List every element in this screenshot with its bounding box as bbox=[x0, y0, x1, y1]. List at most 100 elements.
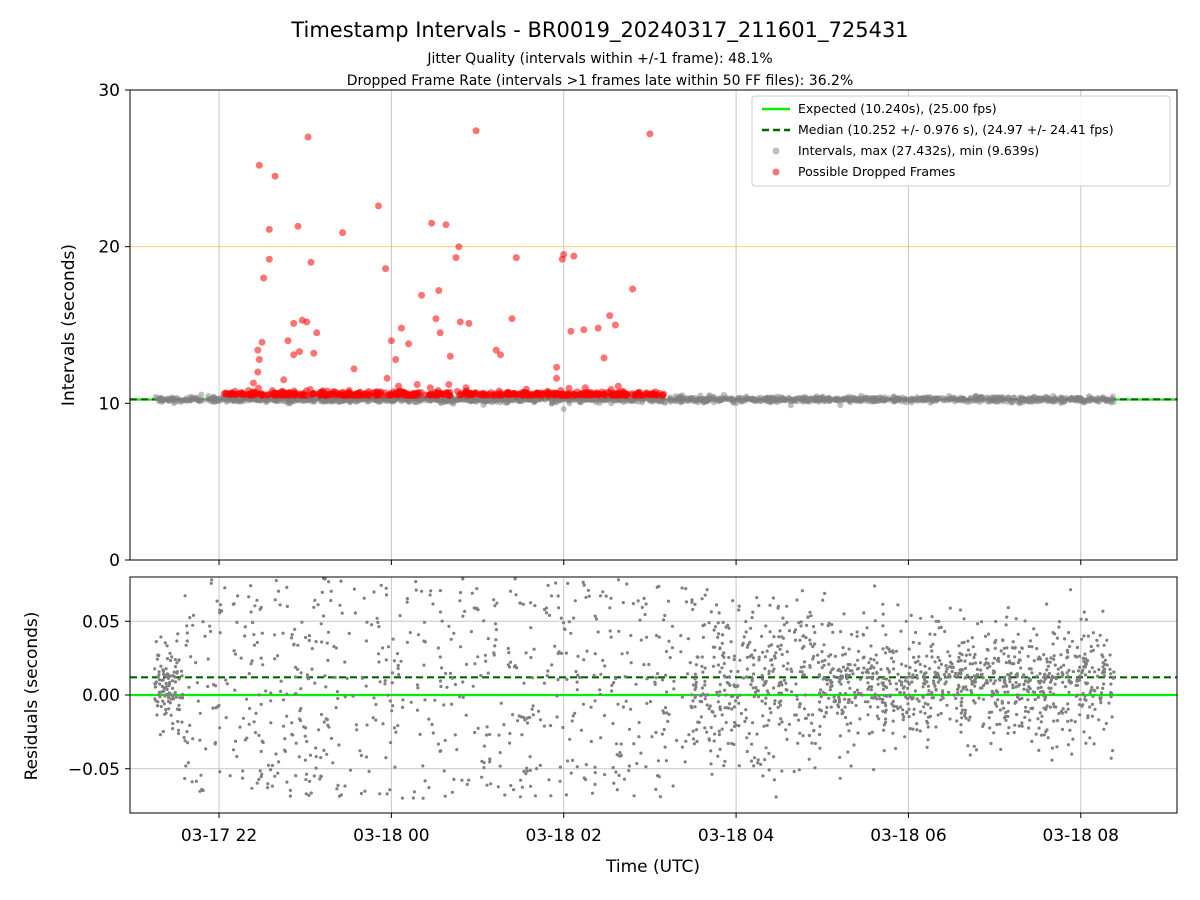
residual-point bbox=[232, 649, 236, 653]
residual-point bbox=[712, 628, 716, 632]
residual-point bbox=[438, 749, 442, 753]
residual-point bbox=[1111, 749, 1115, 753]
residual-point bbox=[667, 712, 671, 717]
residual-point bbox=[442, 703, 446, 707]
residual-point bbox=[723, 706, 727, 710]
residual-point bbox=[542, 681, 547, 685]
residual-point bbox=[656, 759, 661, 763]
residual-point bbox=[882, 728, 886, 732]
interval-point bbox=[735, 394, 742, 401]
residual-point bbox=[795, 697, 799, 701]
residual-point bbox=[1061, 672, 1065, 677]
residual-point bbox=[450, 676, 454, 680]
residual-point bbox=[700, 686, 705, 690]
dropped-frame-point bbox=[250, 379, 257, 387]
residual-point bbox=[372, 696, 376, 700]
residual-point bbox=[996, 698, 1000, 702]
residual-point bbox=[1052, 692, 1056, 696]
residual-point bbox=[614, 770, 618, 774]
residual-point bbox=[945, 667, 949, 671]
residual-point bbox=[1027, 726, 1031, 730]
residual-point bbox=[767, 669, 771, 673]
residual-point bbox=[849, 721, 853, 725]
interval-point bbox=[1072, 396, 1079, 403]
residual-point bbox=[944, 664, 948, 668]
residual-point bbox=[970, 682, 974, 686]
residual-point bbox=[283, 748, 287, 752]
residual-point bbox=[767, 718, 771, 723]
residual-point bbox=[525, 716, 529, 720]
dropped-frame-point bbox=[497, 351, 504, 359]
residual-point bbox=[285, 585, 289, 590]
residual-point bbox=[782, 678, 787, 682]
dropped-frame-point bbox=[575, 391, 583, 399]
residual-point bbox=[517, 714, 521, 718]
residual-point bbox=[687, 733, 691, 737]
residual-point bbox=[1061, 680, 1065, 685]
residual-point bbox=[559, 651, 564, 656]
residual-point bbox=[273, 657, 277, 661]
residual-point bbox=[785, 667, 789, 671]
dropped-frame-point bbox=[264, 391, 272, 399]
residual-point bbox=[959, 730, 963, 734]
residual-point bbox=[538, 763, 542, 768]
residual-point bbox=[902, 715, 906, 719]
residual-point bbox=[252, 633, 256, 637]
residual-point bbox=[239, 656, 243, 660]
residual-point bbox=[846, 666, 850, 670]
residual-point bbox=[700, 693, 704, 697]
residual-point bbox=[171, 674, 175, 678]
residual-point bbox=[565, 677, 569, 682]
residual-point bbox=[232, 602, 236, 606]
residual-point bbox=[777, 681, 782, 686]
residual-point bbox=[483, 653, 487, 657]
residual-point bbox=[780, 720, 784, 724]
chart-title: Timestamp Intervals - BR0019_20240317_21… bbox=[290, 18, 908, 43]
residual-point bbox=[177, 708, 182, 712]
residual-point bbox=[915, 697, 919, 701]
interval-point bbox=[480, 401, 487, 408]
residual-point bbox=[625, 582, 629, 586]
residual-point bbox=[343, 784, 347, 788]
residual-point bbox=[261, 740, 265, 745]
residual-point bbox=[968, 662, 972, 666]
interval-point bbox=[1005, 394, 1012, 401]
residual-point bbox=[1075, 645, 1079, 650]
residual-point bbox=[1101, 686, 1105, 691]
residual-point bbox=[601, 658, 605, 663]
residual-point bbox=[294, 774, 298, 778]
residual-point bbox=[986, 648, 990, 652]
residual-point bbox=[1093, 707, 1097, 712]
residual-point bbox=[496, 785, 500, 789]
residual-point bbox=[170, 655, 174, 659]
residual-point bbox=[884, 677, 889, 681]
residual-point bbox=[281, 631, 285, 635]
residual-point bbox=[1055, 745, 1059, 749]
residual-point bbox=[598, 688, 602, 692]
residual-point bbox=[209, 629, 213, 634]
residual-point bbox=[160, 678, 164, 682]
residual-point bbox=[798, 638, 802, 642]
dropped-frame-point bbox=[366, 391, 373, 399]
residual-point bbox=[794, 682, 798, 686]
residual-point bbox=[957, 683, 961, 688]
residual-point bbox=[937, 666, 941, 670]
intervals-y-tick-label: 0 bbox=[109, 551, 120, 571]
residual-point bbox=[438, 679, 443, 683]
residual-point bbox=[1065, 656, 1069, 660]
residual-point bbox=[979, 668, 983, 672]
residual-point bbox=[293, 627, 297, 632]
residual-point bbox=[274, 578, 278, 583]
residual-point bbox=[365, 620, 369, 624]
residual-point bbox=[684, 600, 689, 604]
residual-point bbox=[781, 616, 785, 620]
residual-point bbox=[792, 769, 796, 774]
residual-point bbox=[996, 656, 1001, 661]
interval-point bbox=[821, 398, 828, 405]
interval-point bbox=[927, 394, 934, 401]
residual-point bbox=[654, 730, 658, 735]
residual-point bbox=[400, 796, 404, 800]
residual-point bbox=[1074, 683, 1078, 688]
interval-point bbox=[365, 398, 372, 404]
